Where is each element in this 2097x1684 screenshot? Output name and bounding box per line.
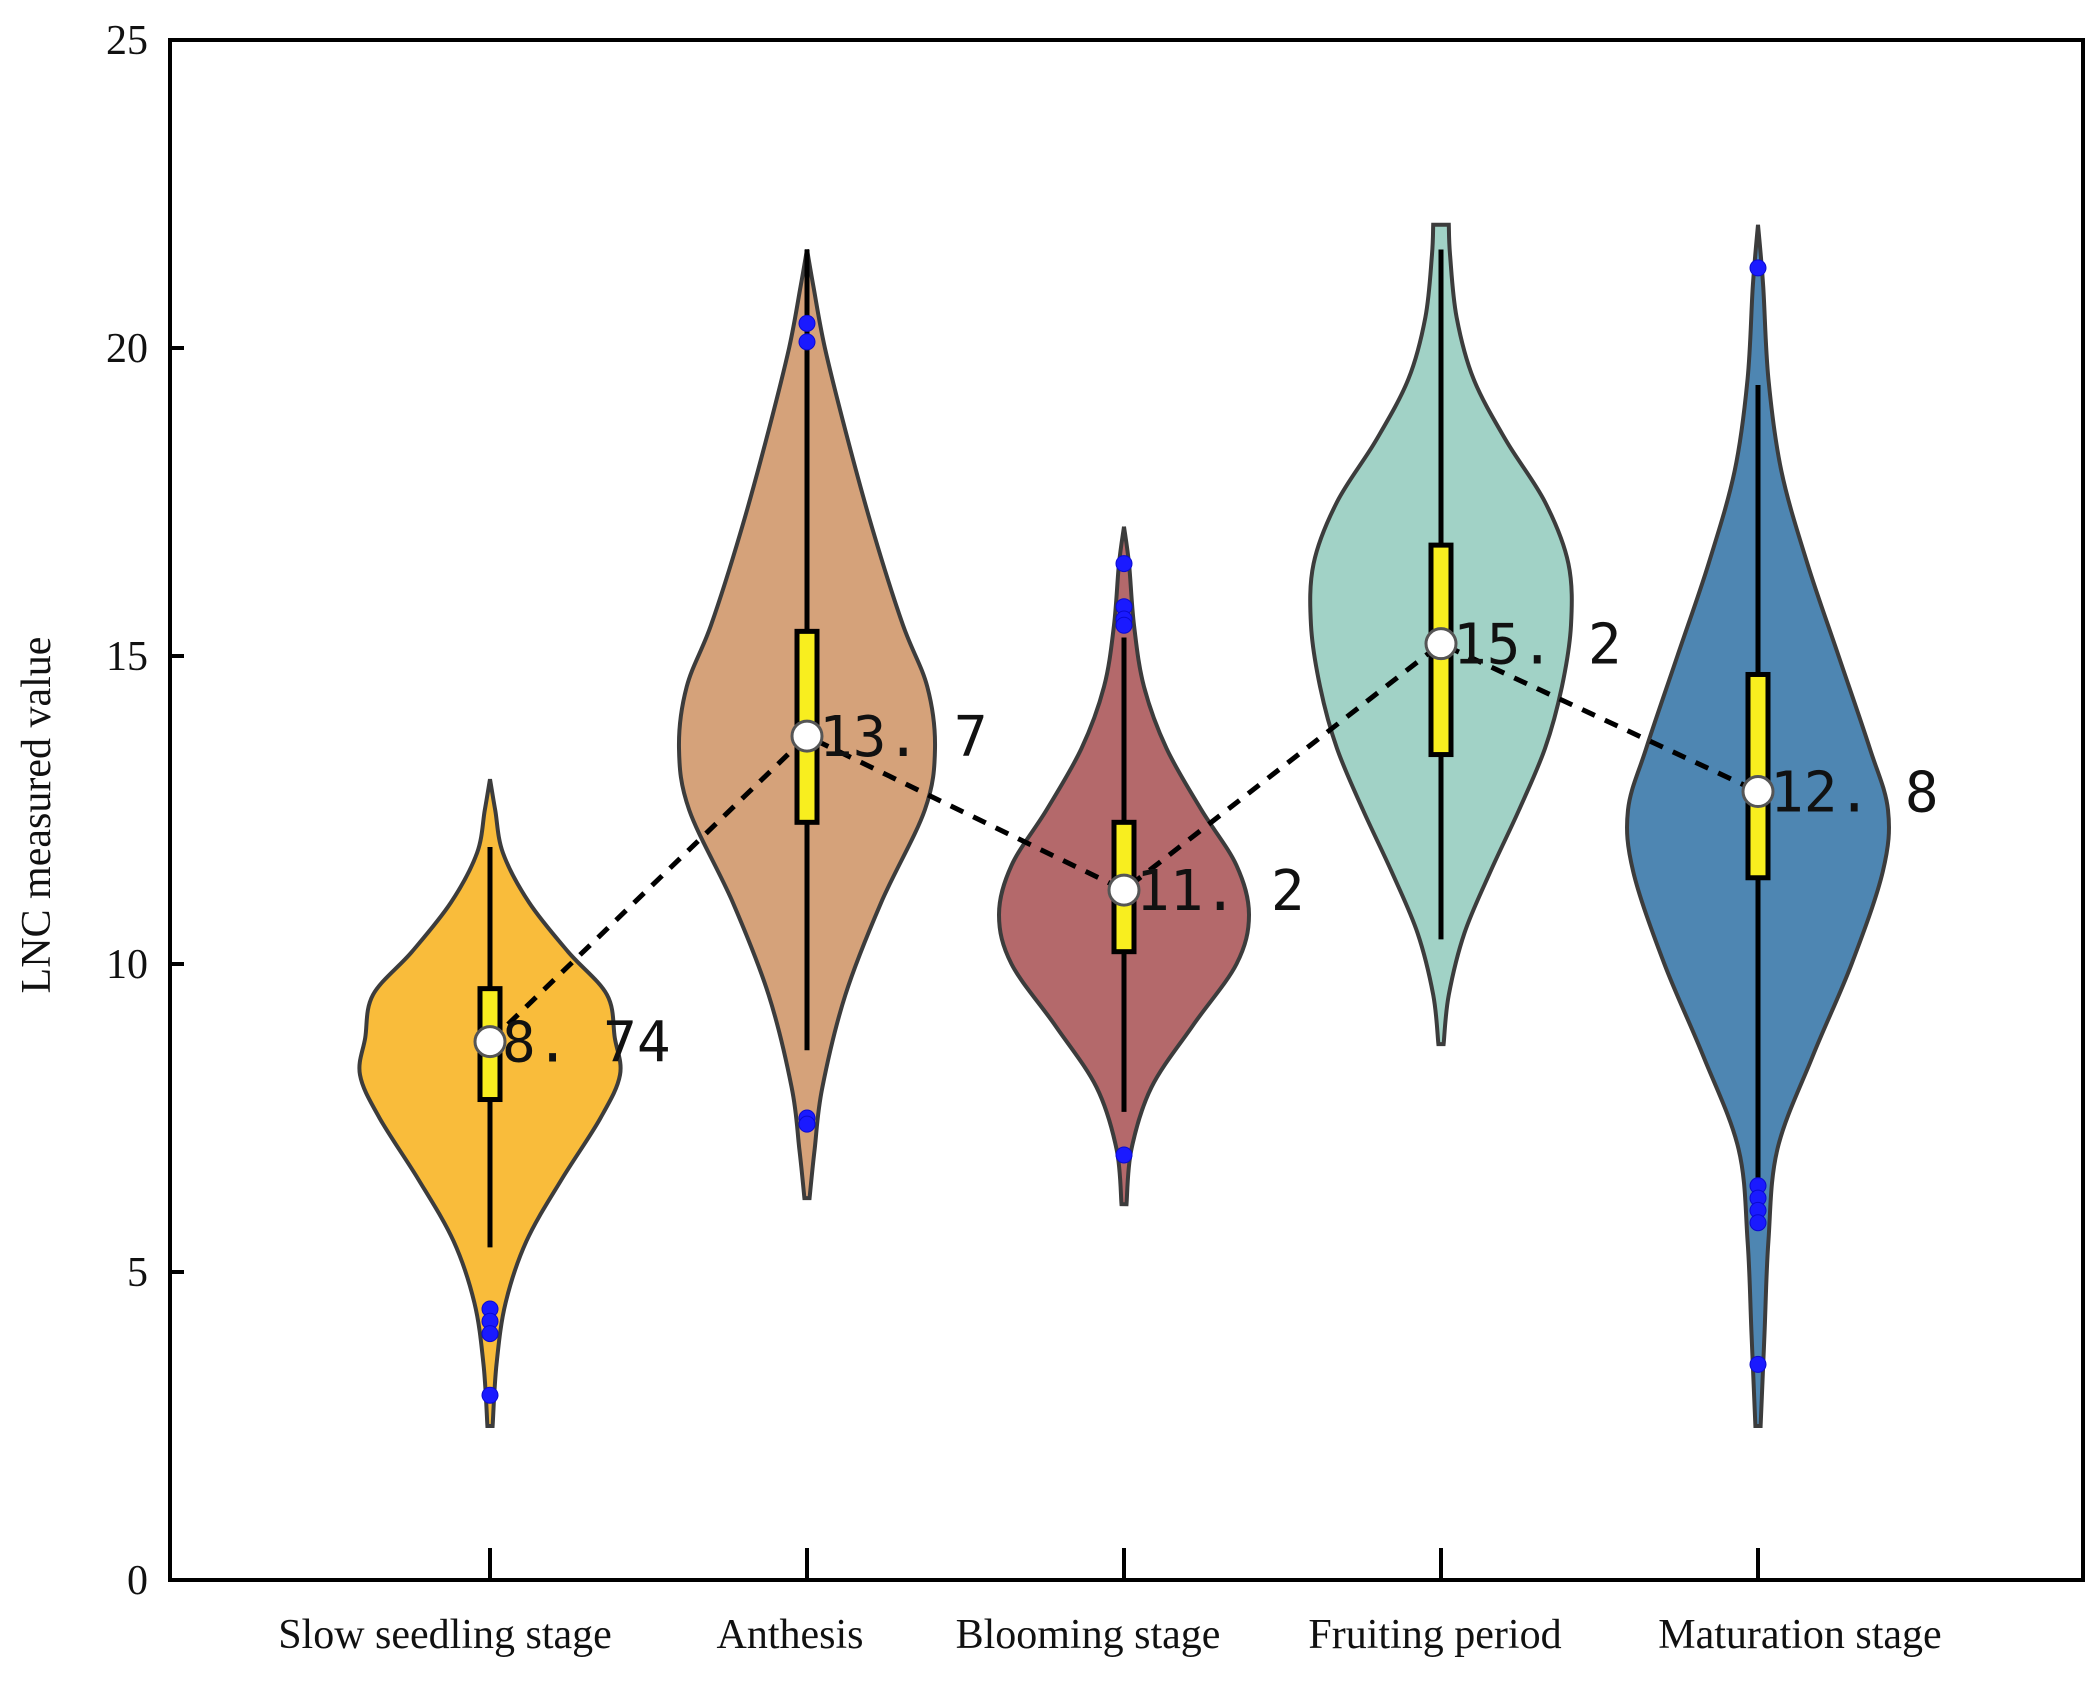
outlier-point-anthesis-1 (798, 333, 816, 351)
outlier-point-maturation-stage-0 (1749, 259, 1767, 277)
y-axis-title: LNC measured value (14, 637, 60, 994)
plot-frame (168, 38, 2085, 1582)
boxes-layer (477, 249, 1771, 1404)
mean-marker-anthesis (790, 719, 824, 753)
x-tick-label-anthesis: Anthesis (717, 1612, 864, 1658)
outlier-point-maturation-stage-4 (1749, 1214, 1767, 1232)
y-tick-label-25: 25 (106, 18, 148, 64)
outlier-point-blooming-stage-3 (1115, 616, 1133, 634)
x-tick-label-fruiting-period: Fruiting period (1308, 1612, 1561, 1658)
mean-label-anthesis: 13. 7 (819, 705, 988, 770)
mean-marker-blooming-stage (1107, 873, 1141, 907)
mean-marker-fruiting-period (1424, 627, 1458, 661)
mean-line-layer (488, 640, 1760, 1044)
outlier-point-anthesis-0 (798, 314, 816, 332)
x-tick-label-blooming-stage: Blooming stage (956, 1612, 1221, 1658)
mean-label-blooming-stage: 11. 2 (1136, 859, 1305, 924)
outlier-point-slow-seedling-stage-3 (481, 1386, 499, 1404)
mean-trend-line (488, 640, 1760, 1044)
x-tick-label-maturation-stage: Maturation stage (1658, 1612, 1941, 1658)
mean-marker-slow-seedling-stage (473, 1025, 507, 1059)
mean-marker-maturation-stage (1741, 775, 1775, 809)
mean-label-fruiting-period: 15. 2 (1453, 613, 1622, 678)
labels-layer: LNC measured value 8. 74 13. 7 11. 2 15. 2 1… (14, 613, 1939, 1076)
outlier-point-anthesis-3 (798, 1115, 816, 1133)
y-tick-label-15: 15 (106, 634, 148, 680)
x-tick-label-slow-seedling-stage: Slow seedling stage (278, 1612, 612, 1658)
outlier-point-blooming-stage-4 (1115, 1146, 1133, 1164)
y-tick-label-0: 0 (127, 1558, 148, 1604)
axes-layer: 0 5 10 15 20 25 Slow seedling stage Anthesis Blo… (106, 18, 2085, 1658)
mean-label-slow-seedling-stage: 8. 74 (502, 1011, 671, 1076)
mean-label-maturation-stage: 12. 8 (1770, 761, 1939, 826)
outlier-point-maturation-stage-5 (1749, 1355, 1767, 1373)
outlier-point-blooming-stage-0 (1115, 555, 1133, 573)
y-tick-label-20: 20 (106, 326, 148, 372)
y-tick-label-10: 10 (106, 942, 148, 988)
outlier-point-slow-seedling-stage-2 (481, 1325, 499, 1343)
y-tick-label-5: 5 (127, 1250, 148, 1296)
